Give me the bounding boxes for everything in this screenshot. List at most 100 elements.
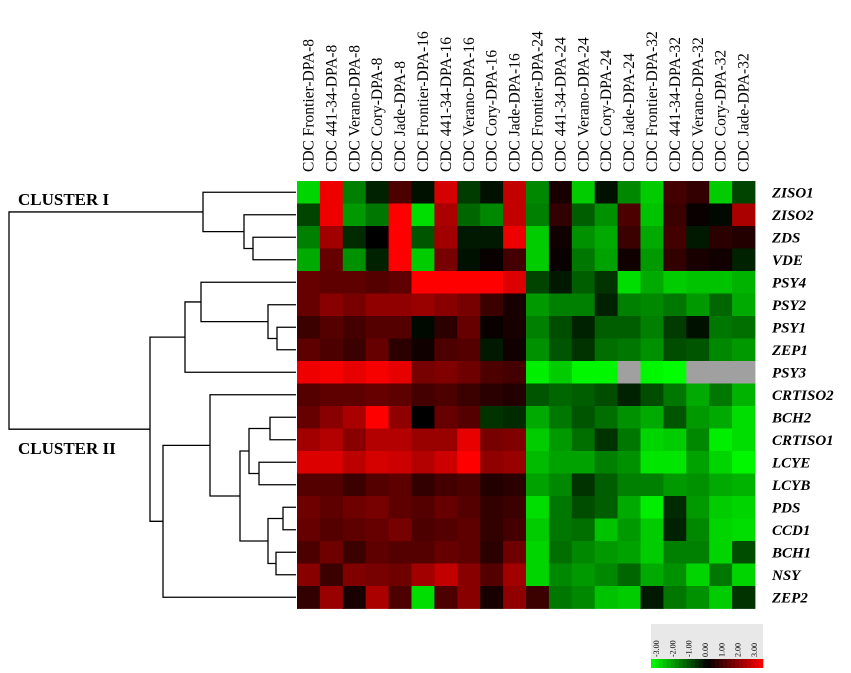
heatmap-cell	[319, 248, 344, 272]
row-label: ZISO2	[771, 208, 814, 224]
heatmap-cell	[365, 563, 389, 587]
heatmap-cell	[365, 541, 389, 564]
row-label: PSY2	[772, 298, 807, 314]
heatmap-cell	[457, 271, 481, 294]
legend-color-swatch	[735, 659, 740, 668]
column-label: CDC Jade-DPA-16	[507, 53, 524, 172]
heatmap-cell	[434, 451, 458, 474]
heatmap-cell	[434, 541, 458, 564]
heatmap-cell	[342, 338, 367, 362]
heatmap-cell	[342, 226, 367, 249]
heatmap-cell	[663, 518, 687, 542]
heatmap-cell	[457, 383, 481, 407]
heatmap-cell	[297, 496, 321, 519]
heatmap-cell	[571, 338, 596, 362]
heatmap-cell	[548, 428, 573, 452]
dendrogram-link	[209, 394, 296, 497]
heatmap-cell	[297, 428, 321, 452]
heatmap-cell	[434, 428, 458, 452]
heatmap-cell	[526, 248, 550, 272]
heatmap-cell	[480, 338, 504, 362]
heatmap-cell	[297, 338, 321, 362]
heatmap-cell	[594, 496, 618, 519]
heatmap-cell	[594, 451, 618, 474]
heatmap-cell	[297, 563, 321, 587]
heatmap-cell	[709, 248, 733, 272]
heatmap-cell	[342, 271, 367, 294]
heatmap-cell	[342, 496, 367, 519]
heatmap-cell	[617, 428, 641, 452]
row-label: PSY3	[772, 365, 807, 381]
heatmap-cell	[663, 361, 687, 384]
heatmap-cell	[732, 586, 756, 609]
legend-tick-label: 1.00	[717, 643, 726, 657]
row-label: ZDS	[771, 230, 800, 246]
heatmap-cell	[640, 563, 664, 587]
heatmap-cell	[434, 226, 458, 249]
heatmap-cell	[709, 226, 733, 249]
heatmap-cell	[594, 271, 618, 294]
heatmap-cell	[434, 316, 458, 339]
heatmap-cell	[434, 563, 458, 587]
heatmap-cell	[548, 473, 573, 497]
column-label: CDC Jade-DPA-24	[621, 53, 638, 172]
heatmap-cell	[480, 428, 504, 452]
heatmap-cell	[686, 406, 710, 429]
heatmap-cell	[503, 383, 527, 407]
heatmap-cell	[732, 226, 756, 249]
heatmap-cell	[548, 226, 573, 249]
heatmap-cell	[342, 316, 367, 339]
heatmap-cell	[434, 248, 458, 272]
heatmap-cell	[686, 203, 710, 227]
row-label: CCD1	[772, 523, 810, 539]
heatmap-cell	[571, 496, 596, 519]
column-label: CDC Frontier-DPA-24	[529, 31, 546, 172]
heatmap-cell	[686, 496, 710, 519]
heatmap-cell	[594, 406, 618, 429]
heatmap-cell	[686, 361, 710, 384]
row-label: NSY	[771, 568, 802, 584]
heatmap-cell	[571, 563, 596, 587]
heatmap-cell	[411, 428, 435, 452]
heatmap-cell	[709, 451, 733, 474]
heatmap-cell	[480, 473, 504, 497]
heatmap-cell	[526, 428, 550, 452]
heatmap-cell	[686, 338, 710, 362]
heatmap-cell	[388, 181, 412, 204]
dendrogram-link	[8, 211, 203, 430]
heatmap-cell	[686, 428, 710, 452]
heatmap-cell	[594, 518, 618, 542]
heatmap-cell	[503, 226, 527, 249]
heatmap-cell	[526, 496, 550, 519]
heatmap-cell	[388, 541, 412, 564]
heatmap-cell	[640, 383, 664, 407]
heatmap-cell	[663, 316, 687, 339]
legend-color-swatch	[687, 659, 692, 668]
heatmap-cell	[388, 248, 412, 272]
heatmap-cell	[617, 181, 641, 204]
heatmap-cell	[503, 338, 527, 362]
heatmap-cell	[617, 248, 641, 272]
heatmap-cell	[365, 383, 389, 407]
heatmap-cell	[388, 338, 412, 362]
heatmap-cell	[342, 293, 367, 317]
heatmap-cell	[434, 383, 458, 407]
heatmap-cell	[480, 541, 504, 564]
heatmap-cell	[411, 473, 435, 497]
heatmap-cell	[663, 271, 687, 294]
dendrogram-link	[239, 450, 268, 542]
legend-color-swatch	[751, 659, 756, 668]
column-label: CDC Jade-DPA-32	[736, 53, 753, 172]
column-label: CDC 441-34-DPA-32	[667, 37, 684, 172]
legend-color-swatch	[739, 659, 744, 668]
dendrogram-link	[276, 326, 296, 351]
heatmap-cell	[732, 338, 756, 362]
heatmap-cell	[480, 563, 504, 587]
heatmap-cell	[503, 563, 527, 587]
legend-color-swatch	[755, 659, 760, 668]
heatmap-cell	[526, 271, 550, 294]
heatmap-cell	[434, 203, 458, 227]
heatmap-cell	[319, 428, 344, 452]
heatmap-cell	[640, 451, 664, 474]
heatmap-cell	[388, 316, 412, 339]
